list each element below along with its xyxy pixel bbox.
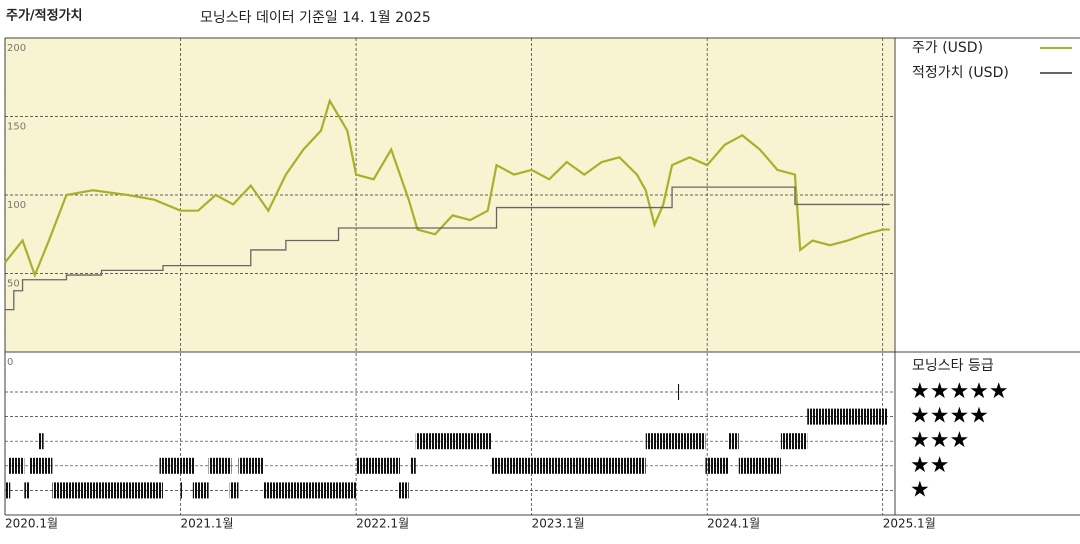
rating-bar [229,482,239,499]
rating-label: ★★★ [910,428,969,453]
rating-bar [728,433,739,450]
series-line [4,98,890,279]
rating-bar [410,457,416,474]
x-tick-label: 2022.1월 [356,517,409,531]
rating-bar [705,457,729,474]
rating-label: ★★★★★ [910,379,1009,404]
y-tick-label: 0 [7,357,13,368]
y-tick-label: 100 [7,200,26,211]
rating-bar [8,457,25,474]
rating-bar [780,433,808,450]
rating-label: ★ [910,477,930,502]
rating-bar [52,482,163,499]
x-tick-label: 2020.1월 [5,517,58,531]
y-tick-label: 50 [7,279,20,290]
rating-bar [192,482,209,499]
rating-bar [356,457,400,474]
legend-label: 주가 (USD) [912,40,983,56]
rating-bar [5,482,11,499]
rating-bar [208,457,232,474]
x-tick-label: 2023.1월 [532,517,585,531]
rating-bar [38,433,44,450]
x-tick-label: 2024.1월 [707,517,760,531]
rating-bar [415,433,492,450]
y-tick-label: 200 [7,43,26,54]
rating-label: ★★ [910,453,949,478]
ratings-title: 모닝스타 등급 [912,358,994,374]
rating-bar [807,408,888,425]
rating-bar [159,457,195,474]
series-line [5,186,890,311]
rating-bar [398,482,409,499]
legend-label: 적정가치 (USD) [912,65,1009,81]
rating-bar [645,433,706,450]
rating-bar [29,457,53,474]
rating-bar [263,482,357,499]
chart-subtitle: 모닝스타 데이터 기준일 14. 1월 2025 [200,10,431,26]
x-tick-label: 2025.1월 [883,517,936,531]
rating-bar [24,482,30,499]
rating-label: ★★★★ [910,404,989,429]
x-tick-label: 2021.1월 [181,517,234,531]
rating-bar [677,384,680,400]
rating-bar [491,457,646,474]
chart-title: 주가/적정가치 [6,8,83,24]
rating-bar [738,457,781,474]
rating-bar [238,457,264,474]
y-tick-label: 150 [7,122,26,133]
rating-bar [180,482,183,499]
